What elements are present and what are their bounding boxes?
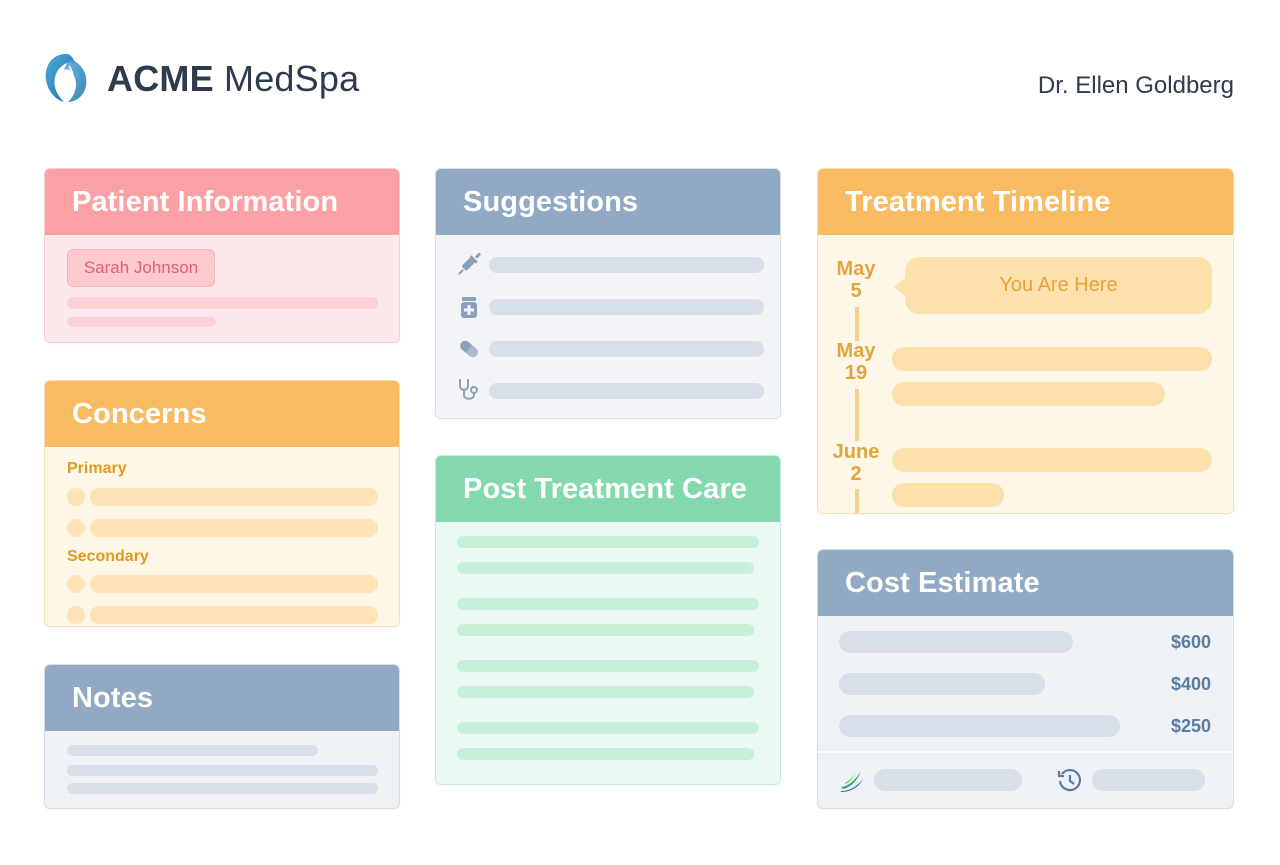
cost-item[interactable] — [839, 673, 1045, 695]
patient-information-card: Patient Information Sarah Johnson — [44, 168, 400, 343]
cost-estimate-card: Cost Estimate $600 $400 $250 — [817, 549, 1234, 809]
concerns-body: Primary Secondary — [45, 447, 399, 626]
timeline-day: 19 — [844, 362, 868, 384]
timeline-entry[interactable] — [892, 483, 1004, 507]
list-bullet — [67, 606, 85, 624]
patient-name-tag[interactable]: Sarah Johnson — [67, 249, 215, 287]
list-bullet — [67, 519, 85, 537]
pill-icon — [456, 336, 482, 362]
timeline-entry[interactable] — [892, 382, 1165, 406]
footer-item[interactable] — [874, 769, 1022, 791]
treatment-timeline-body: May 5 You Are Here May 19 June 2 — [818, 235, 1233, 513]
secondary-concern-item[interactable] — [90, 575, 378, 593]
primary-concerns-label: Primary — [67, 460, 127, 477]
placeholder-line — [457, 686, 754, 698]
timeline-connector — [855, 307, 859, 341]
list-bullet — [67, 575, 85, 593]
list-bullet — [67, 488, 85, 506]
timeline-entry[interactable] — [892, 448, 1212, 472]
brand-name: ACME MedSpa — [107, 58, 359, 100]
placeholder-line — [67, 765, 378, 776]
post-treatment-care-body[interactable] — [436, 522, 780, 784]
placeholder-line — [457, 536, 759, 548]
timeline-date[interactable]: June 2 — [826, 441, 886, 485]
concerns-card: Concerns Primary Secondary — [44, 380, 400, 627]
placeholder-line — [457, 748, 754, 760]
placeholder-line — [67, 783, 378, 794]
primary-concern-item[interactable] — [90, 488, 378, 506]
cost-estimate-title: Cost Estimate — [818, 550, 1233, 616]
doctor-name[interactable]: Dr. Ellen Goldberg — [1037, 72, 1234, 99]
secondary-concerns-label: Secondary — [67, 548, 149, 565]
suggestion-item[interactable] — [489, 299, 764, 315]
timeline-entry[interactable] — [892, 347, 1212, 371]
suggestion-item[interactable] — [489, 383, 764, 399]
placeholder-line — [457, 562, 754, 574]
cost-price: $400 — [1170, 674, 1211, 694]
secondary-concern-item[interactable] — [90, 606, 378, 624]
timeline-day: 2 — [850, 463, 862, 485]
placeholder-line — [67, 745, 318, 756]
cost-price: $600 — [1170, 632, 1211, 652]
cost-item[interactable] — [839, 631, 1073, 653]
footer-item[interactable] — [1092, 769, 1205, 791]
suggestion-item[interactable] — [489, 341, 764, 357]
brand-name-rest: MedSpa — [224, 58, 360, 99]
placeholder-line — [457, 722, 759, 734]
suggestions-title: Suggestions — [436, 169, 780, 235]
treatment-timeline-card: Treatment Timeline May 5 You Are Here Ma… — [817, 168, 1234, 514]
cost-price: $250 — [1170, 716, 1211, 736]
placeholder-line — [457, 660, 759, 672]
treatment-timeline-title: Treatment Timeline — [818, 169, 1233, 235]
placeholder-line — [457, 598, 759, 610]
suggestions-body — [436, 235, 780, 418]
cost-item[interactable] — [839, 715, 1120, 737]
divider — [818, 751, 1233, 753]
brand-logo-icon — [42, 52, 90, 104]
timeline-month: June — [832, 441, 880, 463]
medicine-jar-icon — [456, 294, 482, 320]
primary-concern-item[interactable] — [90, 519, 378, 537]
timeline-date[interactable]: May 5 — [826, 258, 886, 302]
post-treatment-care-card: Post Treatment Care — [435, 455, 781, 785]
placeholder-line — [67, 297, 378, 309]
timeline-connector — [855, 489, 859, 513]
leaf-logo-icon — [839, 767, 865, 793]
timeline-date[interactable]: May 19 — [826, 340, 886, 384]
you-are-here-bubble: You Are Here — [905, 257, 1212, 314]
notes-card: Notes — [44, 664, 400, 809]
syringe-icon — [456, 252, 482, 278]
notes-body[interactable] — [45, 731, 399, 808]
stethoscope-icon — [456, 377, 482, 403]
history-icon[interactable] — [1056, 766, 1084, 794]
placeholder-line — [457, 624, 754, 636]
brand-name-bold: ACME — [107, 58, 214, 99]
timeline-connector — [855, 389, 859, 441]
placeholder-line — [67, 317, 216, 327]
patient-information-title: Patient Information — [45, 169, 399, 235]
timeline-month: May — [836, 258, 876, 280]
suggestion-item[interactable] — [489, 257, 764, 273]
notes-title: Notes — [45, 665, 399, 731]
bubble-pointer — [894, 277, 906, 297]
timeline-month: May — [836, 340, 876, 362]
post-treatment-care-title: Post Treatment Care — [436, 456, 780, 522]
concerns-title: Concerns — [45, 381, 399, 447]
suggestions-card: Suggestions — [435, 168, 781, 419]
patient-information-body: Sarah Johnson — [45, 235, 399, 342]
cost-estimate-body: $600 $400 $250 — [818, 616, 1233, 808]
timeline-day: 5 — [850, 280, 862, 302]
